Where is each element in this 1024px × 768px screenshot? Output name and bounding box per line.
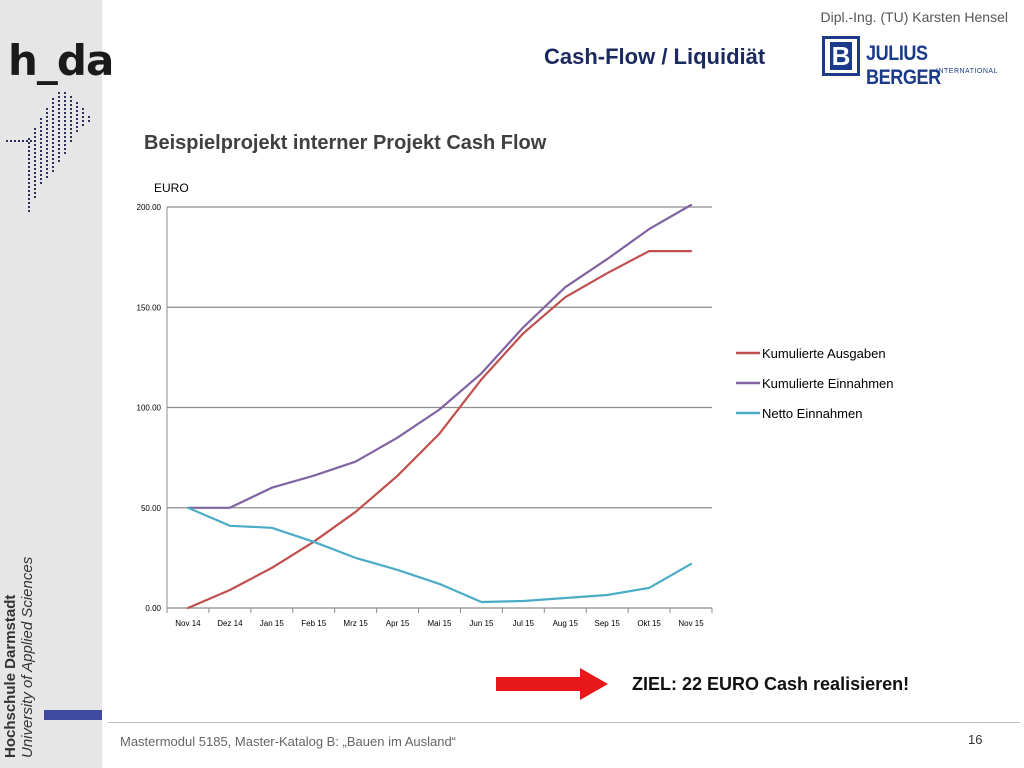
- goal-text: ZIEL: 22 EURO Cash realisieren!: [632, 674, 910, 694]
- university-line1: Hochschule Darmstadt: [2, 594, 19, 758]
- x-tick-label: Mai 15: [427, 619, 452, 628]
- legend-label-2: Netto Einnahmen: [762, 406, 862, 421]
- julius-berger-sub: INTERNATIONAL: [936, 68, 998, 75]
- x-tick-label: Jan 15: [260, 619, 285, 628]
- x-tick-label: Apr 15: [386, 619, 410, 628]
- julius-berger-logo: B JULIUS BERGER INTERNATIONAL: [822, 36, 1012, 89]
- x-tick-label: Dez 14: [217, 619, 243, 628]
- sidebar: h_da Hochschule Darmstadt University of …: [0, 0, 114, 768]
- y-tick-label: 200.00: [137, 203, 162, 212]
- university-name: Hochschule Darmstadt University of Appli…: [2, 557, 36, 758]
- x-tick-label: Nov 15: [678, 619, 704, 628]
- page-number: 16: [968, 732, 983, 747]
- university-line2: University of Applied Sciences: [19, 556, 36, 758]
- cash-flow-line-chart: EURO 0.00 50.00 100.00 150.00 200.00 Nov 14 Dez…: [137, 181, 894, 628]
- series-line-2: [186, 506, 693, 604]
- x-tick-label: Sep 15: [595, 619, 621, 628]
- legend-label-1: Kumulierte Einnahmen: [762, 376, 894, 391]
- hda-dot-pattern-icon: [6, 92, 90, 212]
- julius-berger-name: JULIUS BERGER: [866, 42, 941, 89]
- accent-bar: [44, 710, 102, 720]
- x-tick-label: Jul 15: [513, 619, 535, 628]
- slide-title: Cash-Flow / Liquidiät: [544, 44, 766, 69]
- x-tick-label: Nov 14: [175, 619, 201, 628]
- hda-logo-text: h_da: [8, 36, 114, 85]
- footer-text: Mastermodul 5185, Master-Katalog B: „Bau…: [120, 734, 457, 749]
- x-tick-label: Mrz 15: [343, 619, 368, 628]
- red-arrow-icon: [496, 668, 608, 700]
- y-tick-label: 100.00: [137, 404, 162, 413]
- series-line-0: [186, 249, 693, 610]
- y-tick-label: 0.00: [145, 604, 161, 613]
- x-tick-label: Feb 15: [301, 619, 326, 628]
- julius-berger-b-icon: B: [822, 36, 860, 76]
- y-tick-label: 50.00: [141, 504, 162, 513]
- x-tick-label: Aug 15: [553, 619, 579, 628]
- x-tick-label: Jun 15: [469, 619, 494, 628]
- footer-divider: [108, 722, 1020, 723]
- x-tick-label: Okt 15: [637, 619, 661, 628]
- chart-subtitle: Beispielprojekt interner Projekt Cash Fl…: [144, 132, 547, 154]
- series-line-1: [186, 203, 693, 509]
- y-tick-label: 150.00: [137, 303, 162, 312]
- y-axis-label: EURO: [154, 181, 189, 195]
- author-name: Dipl.-Ing. (TU) Karsten Hensel: [820, 9, 1008, 25]
- legend-label-0: Kumulierte Ausgaben: [762, 346, 886, 361]
